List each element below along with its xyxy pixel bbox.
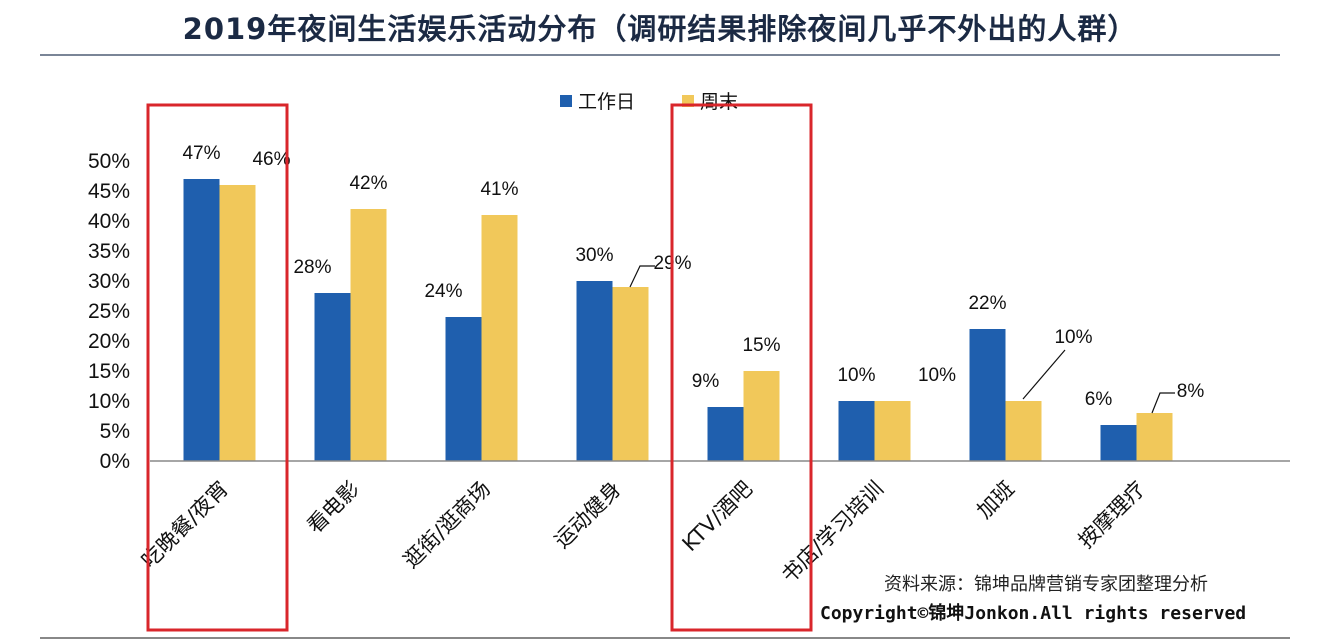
bar-weekday [183,179,220,461]
data-label: 47% [182,143,220,164]
chart-title: 2019年夜间生活娱乐活动分布（调研结果排除夜间几乎不外出的人群） [182,12,1138,46]
bar-weekend [743,371,780,461]
bar-weekday [969,329,1006,461]
bars [183,179,1173,461]
bar-weekend [350,209,387,461]
category-label: 按摩理疗 [1074,477,1150,553]
bar-weekday [576,281,613,461]
bar-weekday [838,401,875,461]
data-labels: 47% 46%28%42%24%41%30% 29%9%15%10%22%10%6%… [182,143,1204,410]
bar-weekday [314,293,351,461]
y-tick-label: 35% [88,240,130,263]
data-label: 46% [252,149,290,170]
bar-weekday [445,317,482,461]
data-label: 15% [742,335,780,356]
data-label: 22% [968,293,1006,314]
leader-lines [629,265,1175,414]
data-label: 8% [1177,381,1205,402]
category-label: KTV/酒吧 [678,477,757,556]
source-note: 资料来源：锦坤品牌营销专家团整理分析 [884,574,1208,595]
data-label: 9% [692,371,720,392]
y-tick-label: 20% [88,330,130,353]
leader-line [1022,349,1066,400]
y-axis: 0% 5% 10% 15% 20% 25% 30% 35% 40% 45% 50% [88,150,130,473]
data-label: 10% [1054,327,1092,348]
data-label: 6% [1085,389,1113,410]
highlight-boxes [146,103,813,632]
category-label: 逛街/逛商场 [399,477,495,573]
title-divider [40,54,1280,56]
bar-weekend [481,215,518,461]
legend-label-weekend: 周末 [700,91,738,113]
y-tick-label: 10% [88,390,130,413]
legend: 工作日 周末 [560,91,738,113]
data-label: 24% [424,281,462,302]
y-tick-label: 15% [88,360,130,383]
data-label: 30% [575,245,613,266]
y-tick-label: 25% [88,300,130,323]
bar-weekday [707,407,744,461]
leader-line [1151,392,1175,414]
bar-weekend [1005,401,1042,461]
legend-swatch-weekday [560,95,572,107]
category-label: 吃晚餐/夜宵 [137,477,233,573]
category-label: 运动健身 [550,477,626,553]
bar-weekend [612,287,649,461]
data-label: 42% [349,173,387,194]
leader-line [629,265,655,288]
legend-label-weekday: 工作日 [578,91,635,113]
data-label: 41% [480,179,518,200]
category-labels: 吃晚餐/夜宵 看电影 逛街/逛商场 运动健身 KTV/酒吧 书店/学习培训 加班 按摩理疗 [137,477,1150,588]
bar-weekend [874,401,911,461]
category-label: 看电影 [303,477,365,539]
y-tick-label: 5% [100,420,130,443]
y-tick-label: 45% [88,180,130,203]
y-tick-label: 0% [100,450,130,473]
highlight-box [146,103,289,632]
y-tick-label: 30% [88,270,130,293]
bar-weekend [1136,413,1173,461]
category-label: 书店/学习培训 [777,477,888,588]
bar-weekday [1100,425,1137,461]
data-label-extra: 10% [918,365,956,386]
y-tick-label: 50% [88,150,130,173]
y-tick-label: 40% [88,210,130,233]
copyright-note: Copyright©锦坤Jonkon.All rights reserved [820,602,1246,624]
data-label: 28% [293,257,331,278]
bar-weekend [219,185,256,461]
highlight-box [670,103,813,632]
data-label: 10% [837,365,875,386]
category-label: 加班 [972,477,1019,524]
